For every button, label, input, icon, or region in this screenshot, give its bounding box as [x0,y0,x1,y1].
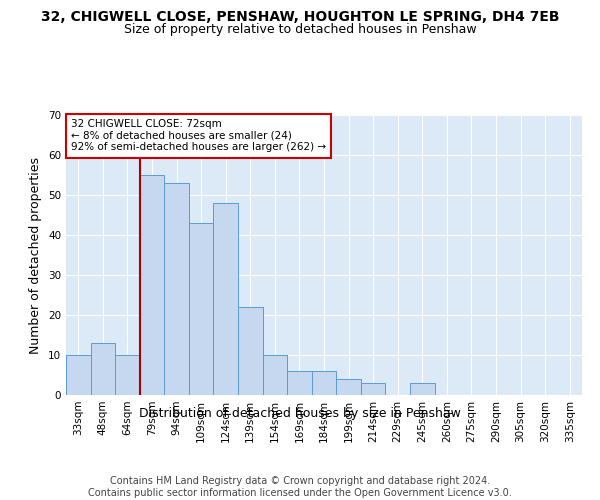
Bar [164,183,189,395]
Bar [336,379,361,395]
Text: 32 CHIGWELL CLOSE: 72sqm
← 8% of detached houses are smaller (24)
92% of semi-de: 32 CHIGWELL CLOSE: 72sqm ← 8% of detache… [71,119,326,152]
Bar [238,307,263,395]
Bar [91,343,115,395]
Text: Contains HM Land Registry data © Crown copyright and database right 2024.: Contains HM Land Registry data © Crown c… [110,476,490,486]
Text: 32, CHIGWELL CLOSE, PENSHAW, HOUGHTON LE SPRING, DH4 7EB: 32, CHIGWELL CLOSE, PENSHAW, HOUGHTON LE… [41,10,559,24]
Text: Size of property relative to detached houses in Penshaw: Size of property relative to detached ho… [124,22,476,36]
Bar [263,355,287,395]
Y-axis label: Number of detached properties: Number of detached properties [29,156,43,354]
Bar [115,355,140,395]
Bar [312,371,336,395]
Bar [66,355,91,395]
Bar [361,383,385,395]
Bar [189,223,214,395]
Bar [410,383,434,395]
Text: Contains public sector information licensed under the Open Government Licence v3: Contains public sector information licen… [88,488,512,498]
Bar [287,371,312,395]
Bar [140,175,164,395]
Bar [214,203,238,395]
Text: Distribution of detached houses by size in Penshaw: Distribution of detached houses by size … [139,408,461,420]
